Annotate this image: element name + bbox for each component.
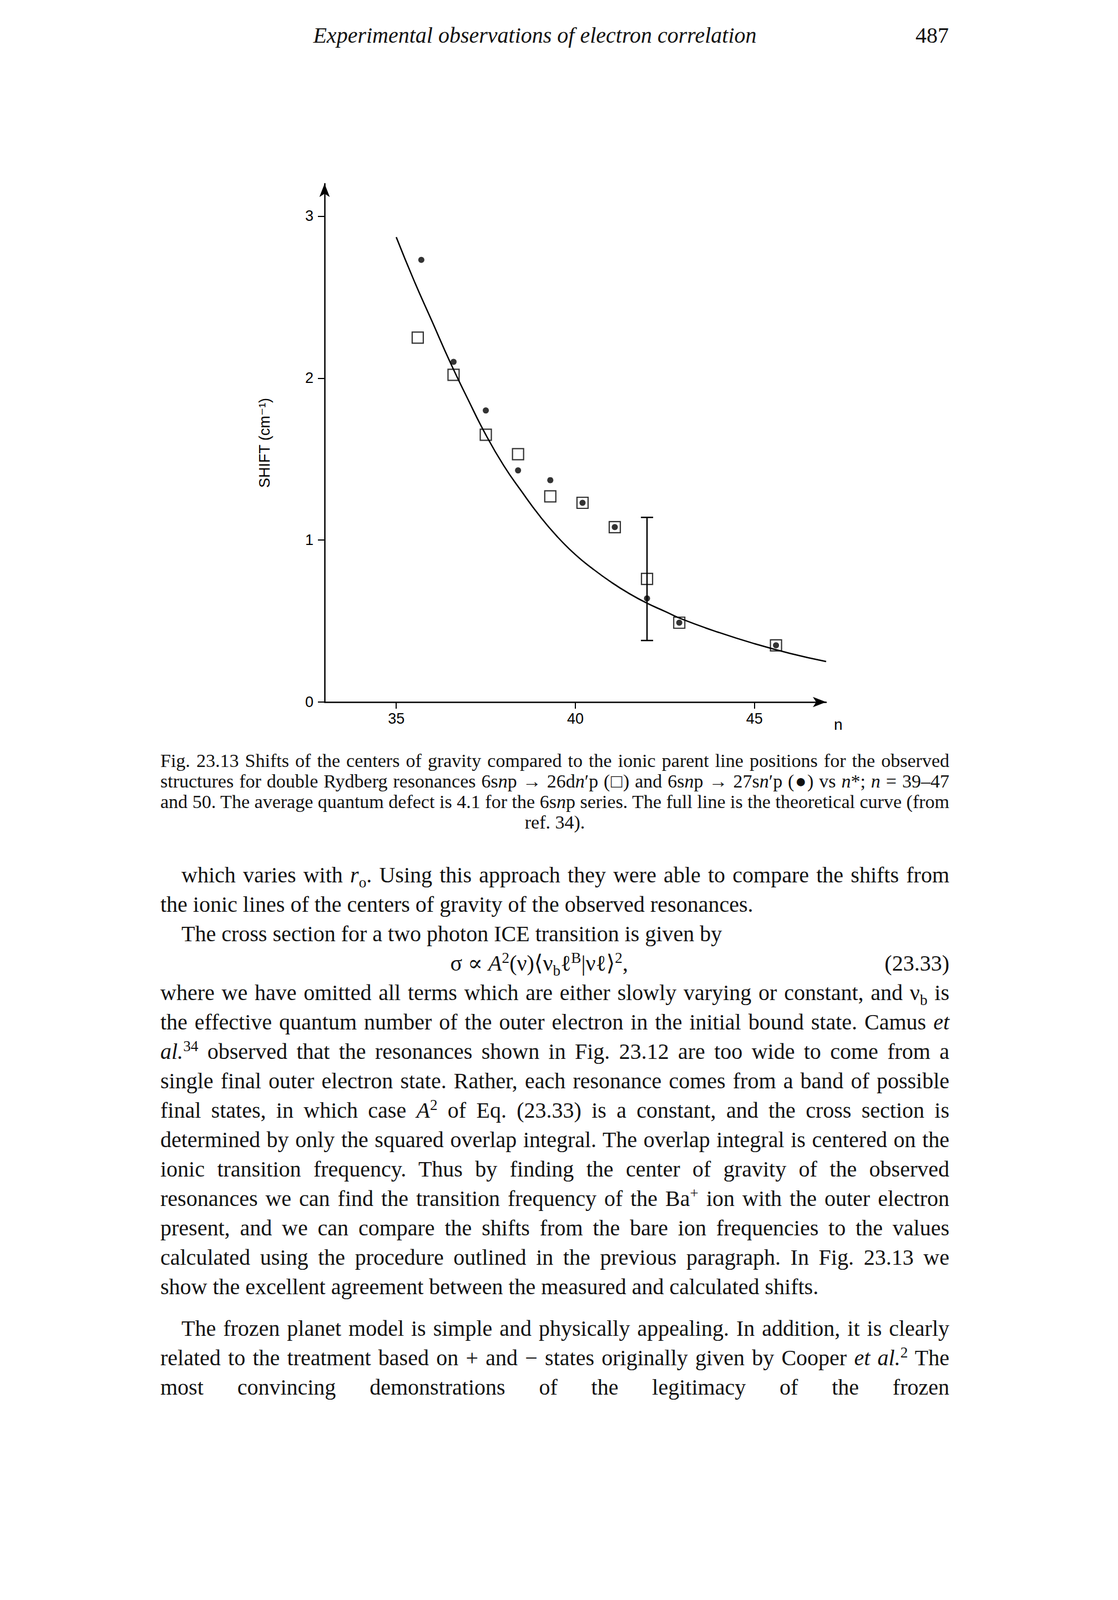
svg-text:45: 45 [746, 710, 763, 727]
svg-text:0: 0 [305, 693, 314, 711]
svg-text:n: n [833, 715, 843, 733]
svg-text:SHIFT (cm⁻¹): SHIFT (cm⁻¹) [256, 397, 273, 488]
html-text:σ ∝ A2(ν)⟨νbℓB|νℓ⟩2,: σ ∝ A2(ν)⟨νbℓB|νℓ⟩2, [450, 949, 629, 979]
html-text:(23.33): (23.33) [884, 950, 950, 976]
html-text:The frozen planet model is sim: The frozen planet model is simple and ph… [160, 1315, 950, 1400]
html-text:Fig. 23.13 Shifts of the cente: Fig. 23.13 Shifts of the centers of grav… [160, 750, 950, 833]
svg-text:1: 1 [305, 531, 314, 549]
html-text:where we have omitted all term: where we have omitted all terms which ar… [160, 979, 950, 1299]
svg-text:2: 2 [305, 369, 314, 387]
svg-text:3: 3 [305, 207, 314, 225]
svg-text:35: 35 [387, 710, 405, 727]
svg-text:40: 40 [567, 710, 584, 727]
html-text:The cross section for a two ph: The cross section for a two photon ICE t… [181, 921, 723, 946]
html-text:Experimental observations of e: Experimental observations of electron co… [313, 22, 757, 48]
html-text:487: 487 [915, 22, 949, 48]
html-text:which varies with ro. Using th: which varies with ro. Using this approac… [160, 862, 950, 917]
